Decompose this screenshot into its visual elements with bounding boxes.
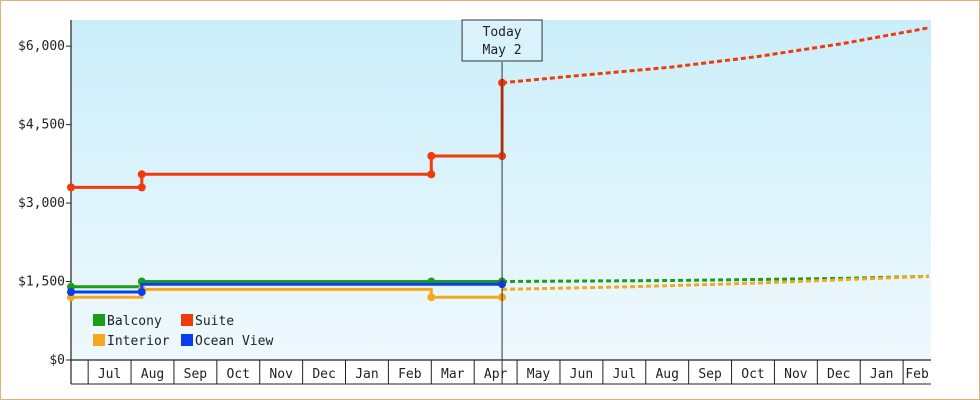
x-tick-label: Nov <box>269 367 293 382</box>
legend: Balcony Suite Interior Ocean View <box>93 314 273 349</box>
x-tick-label: Apr <box>484 367 508 382</box>
x-tick-label: Aug <box>141 367 164 382</box>
x-tick-label: Jul <box>98 367 121 382</box>
y-tick-label: $0 <box>49 353 65 368</box>
legend-label-interior: Interior <box>107 334 170 349</box>
series-ocean-view-point <box>67 288 75 296</box>
legend-swatch-ocean-view <box>181 334 193 346</box>
today-box <box>461 19 543 62</box>
series-suite-point <box>137 183 146 192</box>
x-tick-label: Dec <box>312 367 335 382</box>
legend-label-ocean-view: Ocean View <box>195 334 273 349</box>
y-tick-label: $4,500 <box>18 118 65 133</box>
x-tick-label: Feb <box>905 367 929 382</box>
legend-label-suite: Suite <box>195 314 234 329</box>
x-tick-label: Nov <box>784 367 808 382</box>
plot-area <box>71 20 931 360</box>
x-tick-label: Dec <box>827 367 850 382</box>
x-tick-label: Feb <box>398 367 422 382</box>
series-interior-line <box>71 287 503 299</box>
x-tick-label: Jan <box>870 367 893 382</box>
y-tick-label: $3,000 <box>18 196 65 211</box>
x-axis: Jul Aug Sep Oct Nov Dec Jan Feb Mar Apr May Jun Jul A… <box>71 359 931 385</box>
legend-label-balcony: Balcony <box>107 314 162 329</box>
x-tick-label: Jul <box>613 367 636 382</box>
legend-swatch-suite <box>181 314 193 326</box>
series-suite-point <box>137 170 146 179</box>
legend-swatch-balcony <box>93 314 105 326</box>
series-balcony-forecast <box>502 274 929 283</box>
y-axis: $0 $1,500 $3,000 $4,500 $6,000 <box>18 20 72 384</box>
series-ocean-view-line <box>71 282 503 294</box>
series-ocean-view-point <box>137 288 146 296</box>
today-date: May 2 <box>483 43 522 58</box>
legend-swatch-interior <box>93 334 105 346</box>
x-tick-label: Mar <box>441 367 465 382</box>
x-tick-label: Oct <box>227 367 250 382</box>
x-tick-label: Oct <box>741 367 764 382</box>
series-suite-point <box>427 152 436 160</box>
series-interior-point <box>427 293 436 302</box>
x-tick-label: Jan <box>355 367 378 382</box>
x-tick-label: Sep <box>184 367 208 382</box>
series-suite-point <box>427 170 436 179</box>
x-tick-label: Sep <box>698 367 722 382</box>
series-suite-point <box>67 183 75 192</box>
x-tick-label: May <box>527 367 551 382</box>
y-tick-label: $6,000 <box>18 39 65 54</box>
x-tick-label: Jun <box>570 367 593 382</box>
today-label: Today <box>483 25 522 40</box>
y-tick-label: $1,500 <box>18 275 65 290</box>
today-marker: Today May 2 <box>461 19 543 384</box>
x-tick-label: Aug <box>655 367 678 382</box>
